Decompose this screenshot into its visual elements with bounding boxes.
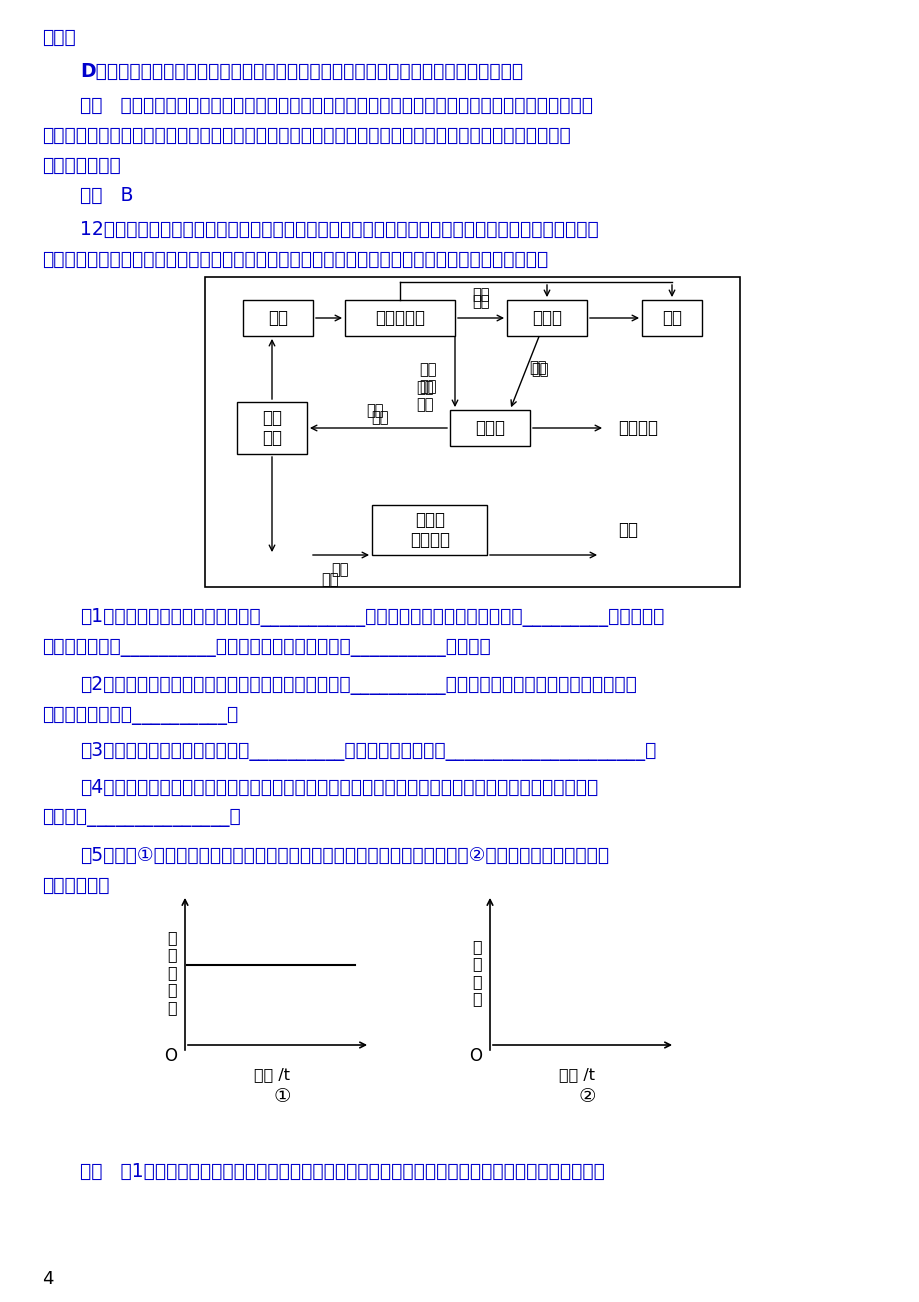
Text: 养猪场: 养猪场 bbox=[531, 309, 562, 327]
Text: 统中的分解者是__________，鸭在该生态系统中属于第__________营养级。: 统中的分解者是__________，鸭在该生态系统中属于第__________营… bbox=[42, 638, 490, 658]
Text: （1）该生态系统的能量最终来源是___________，该生态系统中最主要的成分是_________，该生态系: （1）该生态系统的能量最终来源是___________，该生态系统中最主要的成分… bbox=[80, 608, 664, 628]
Text: 分利用了能量。: 分利用了能量。 bbox=[42, 156, 120, 174]
Bar bbox=[641, 299, 701, 336]
Text: 时间 /t: 时间 /t bbox=[255, 1068, 290, 1082]
Bar bbox=[237, 402, 307, 454]
Text: 沼渣: 沼渣 bbox=[366, 404, 383, 418]
Text: 鸭粪: 鸭粪 bbox=[471, 294, 489, 310]
Bar bbox=[345, 299, 455, 336]
Text: 沼渣: 沼渣 bbox=[371, 410, 389, 426]
Text: 粪便: 粪便 bbox=[528, 361, 546, 375]
Text: 一般采用的方法是__________。: 一般采用的方法是__________。 bbox=[42, 706, 238, 725]
Text: 秸秆: 秸秆 bbox=[331, 562, 348, 578]
Text: 12．如图是我国南方开始尝试的农业生态系统的结构模式图，它利用雏鸭旺盛的杂食性，吃掉稻田里的: 12．如图是我国南方开始尝试的农业生态系统的结构模式图，它利用雏鸭旺盛的杂食性，… bbox=[80, 220, 598, 240]
Text: O: O bbox=[164, 1047, 176, 1065]
Text: 生活能源: 生活能源 bbox=[618, 419, 657, 437]
Text: 鸭粪: 鸭粪 bbox=[415, 380, 433, 396]
Text: ②: ② bbox=[578, 1087, 596, 1105]
Text: 蘑菇房
蔬菜大棚: 蘑菇房 蔬菜大棚 bbox=[410, 510, 449, 549]
Text: 种
群
数
量: 种 群 数 量 bbox=[471, 939, 482, 1006]
Text: 鸭粪: 鸭粪 bbox=[471, 286, 489, 302]
Text: （4）在生态系统中，基本组成元素能在生物群落和无机环境之间不断循环，为什么还要往农田中不断施: （4）在生态系统中，基本组成元素能在生物群落和无机环境之间不断循环，为什么还要往… bbox=[80, 779, 597, 797]
Text: 秸秆: 秸秆 bbox=[321, 572, 338, 587]
Text: 根本上控制害虫，但利用鸭子消灭害虫，既获得较好的经济效益，而且还减轻污染，保护了其他生物，也充: 根本上控制害虫，但利用鸭子消灭害虫，既获得较好的经济效益，而且还减轻污染，保护了… bbox=[42, 126, 570, 145]
Text: 市场: 市场 bbox=[662, 309, 681, 327]
Text: 间互助: 间互助 bbox=[42, 29, 75, 47]
Bar bbox=[243, 299, 312, 336]
Text: 解析   害虫具有抗药性，通过农药的选择把具有抗药性的害虫保留下来，并遗传下去，喷洒农药不能从: 解析 害虫具有抗药性，通过农药的选择把具有抗药性的害虫保留下来，并遗传下去，喷洒… bbox=[80, 96, 593, 115]
Text: 鸭粪
秸秆: 鸭粪 秸秆 bbox=[419, 362, 437, 395]
Text: 水稻
杂草: 水稻 杂草 bbox=[262, 409, 282, 448]
Text: （2）调查该生态系统中鼠的种群密度，常用的方法是__________；调查该生态系统中稗草的种群密度，: （2）调查该生态系统中鼠的种群密度，常用的方法是__________；调查该生态… bbox=[80, 676, 636, 695]
Text: 秸秆: 秸秆 bbox=[415, 397, 433, 413]
Text: 4: 4 bbox=[42, 1269, 53, 1288]
Text: 种
群
增
长
率: 种 群 增 长 率 bbox=[167, 930, 176, 1014]
Text: ①: ① bbox=[274, 1087, 291, 1105]
Bar bbox=[449, 410, 529, 447]
Bar bbox=[506, 299, 586, 336]
Text: 时间 /t: 时间 /t bbox=[559, 1068, 595, 1082]
Text: （5）如图①是某段时间内沼气池中产甲烷杆菌的种群增长率曲线，请在如图②中画出这段时间的种群数: （5）如图①是某段时间内沼气池中产甲烷杆菌的种群增长率曲线，请在如图②中画出这段… bbox=[80, 846, 608, 865]
Text: D．利用鸭子消灭蝗虫不仅可以获得较好的经济效益，而且还能减轻污染、保护其他生物: D．利用鸭子消灭蝗虫不仅可以获得较好的经济效益，而且还能减轻污染、保护其他生物 bbox=[80, 62, 523, 81]
Bar bbox=[372, 505, 487, 555]
Bar bbox=[205, 277, 739, 587]
Text: 杂草和害虫，用作物养猪、养鸭，用秸秆培育蘑菇、生产沼气，猪粪、鸭粪、沼渣肥田。请据图回答：: 杂草和害虫，用作物养猪、养鸭，用秸秆培育蘑菇、生产沼气，猪粪、鸭粪、沼渣肥田。请… bbox=[42, 250, 548, 270]
Text: 害虫: 害虫 bbox=[267, 309, 288, 327]
Text: 粪便: 粪便 bbox=[530, 362, 548, 378]
Text: 稻田养鸭场: 稻田养鸭场 bbox=[375, 309, 425, 327]
Text: O: O bbox=[469, 1047, 482, 1065]
Text: 沼气池: 沼气池 bbox=[474, 419, 505, 437]
Text: 加氮肥：_______________。: 加氮肥：_______________。 bbox=[42, 809, 241, 827]
Text: 市场: 市场 bbox=[618, 521, 637, 539]
Text: （3）一般来说，农田生态系统的__________稳定性较低，原因是_____________________。: （3）一般来说，农田生态系统的__________稳定性较低，原因是______… bbox=[80, 742, 655, 760]
Text: 答案   B: 答案 B bbox=[80, 186, 133, 204]
Text: 量变化曲线。: 量变化曲线。 bbox=[42, 876, 109, 894]
Text: 解析   （1）流入生态系统的能量最终来源是光能；生产者是一个生态系统中最主要的成分；分解者主要: 解析 （1）流入生态系统的能量最终来源是光能；生产者是一个生态系统中最主要的成分… bbox=[80, 1161, 604, 1181]
